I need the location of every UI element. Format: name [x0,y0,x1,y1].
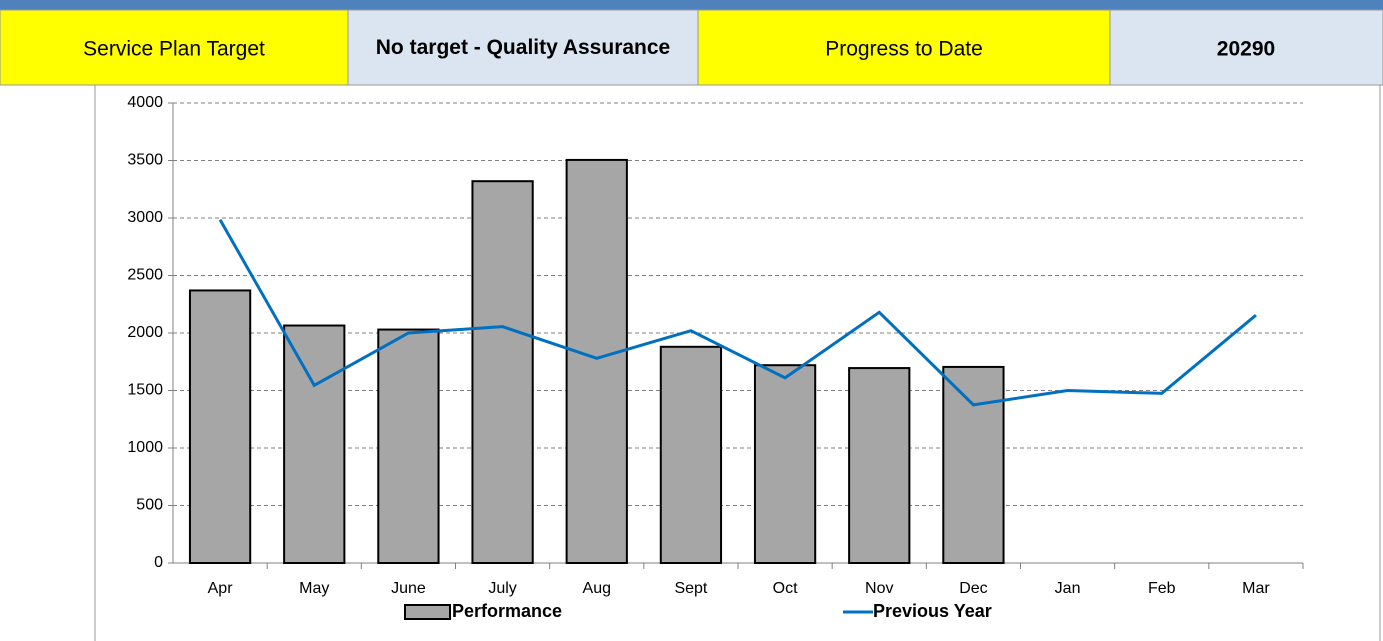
y-tick-label: 4000 [127,94,163,111]
x-tick-label: Oct [773,580,798,597]
x-tick-label: Sept [674,580,707,597]
y-tick-label: 3000 [127,209,163,226]
x-tick-label: Nov [865,580,893,597]
x-tick-label: July [488,580,516,597]
y-tick-label: 1000 [127,439,163,456]
line [218,218,1257,407]
y-tick-label: 2000 [127,324,163,341]
header-cell [697,9,1111,86]
y-tick-label: 3500 [127,152,163,169]
bar [848,367,911,565]
y-tick-label: 1500 [127,382,163,399]
x-tick-label: May [299,580,329,597]
x-tick-label: Jan [1055,580,1081,597]
legend-label: Previous Year [873,601,992,621]
x-tick-label: Mar [1242,580,1270,597]
bar [753,364,817,565]
legend-label: Performance [452,601,562,621]
bar [942,365,1005,564]
header-cell [1109,9,1383,86]
x-tick-label: Aug [583,580,611,597]
y-tick-label: 2500 [127,267,163,284]
bar [471,180,534,564]
y-tick-label: 500 [136,497,163,514]
header-text: Progress to Date [825,38,983,61]
legend-swatch [404,604,451,620]
header-text: No target - Quality Assurance [375,36,671,59]
x-tick-label: Dec [959,580,987,597]
title-bar [0,0,1383,10]
bar [188,289,252,564]
header-cell [0,9,349,86]
x-tick-label: Feb [1148,580,1176,597]
header-text: 20290 [1217,38,1275,61]
header-cell [347,9,699,86]
bar [659,345,723,564]
bar [565,158,628,565]
y-tick-label: 0 [154,554,163,571]
header-text-box: No target - Quality Assurance [375,36,671,59]
bar [377,328,440,564]
x-tick-label: Apr [208,580,234,597]
bar [283,324,346,564]
x-tick-label: June [391,580,426,597]
header-text: Service Plan Target [83,38,265,61]
